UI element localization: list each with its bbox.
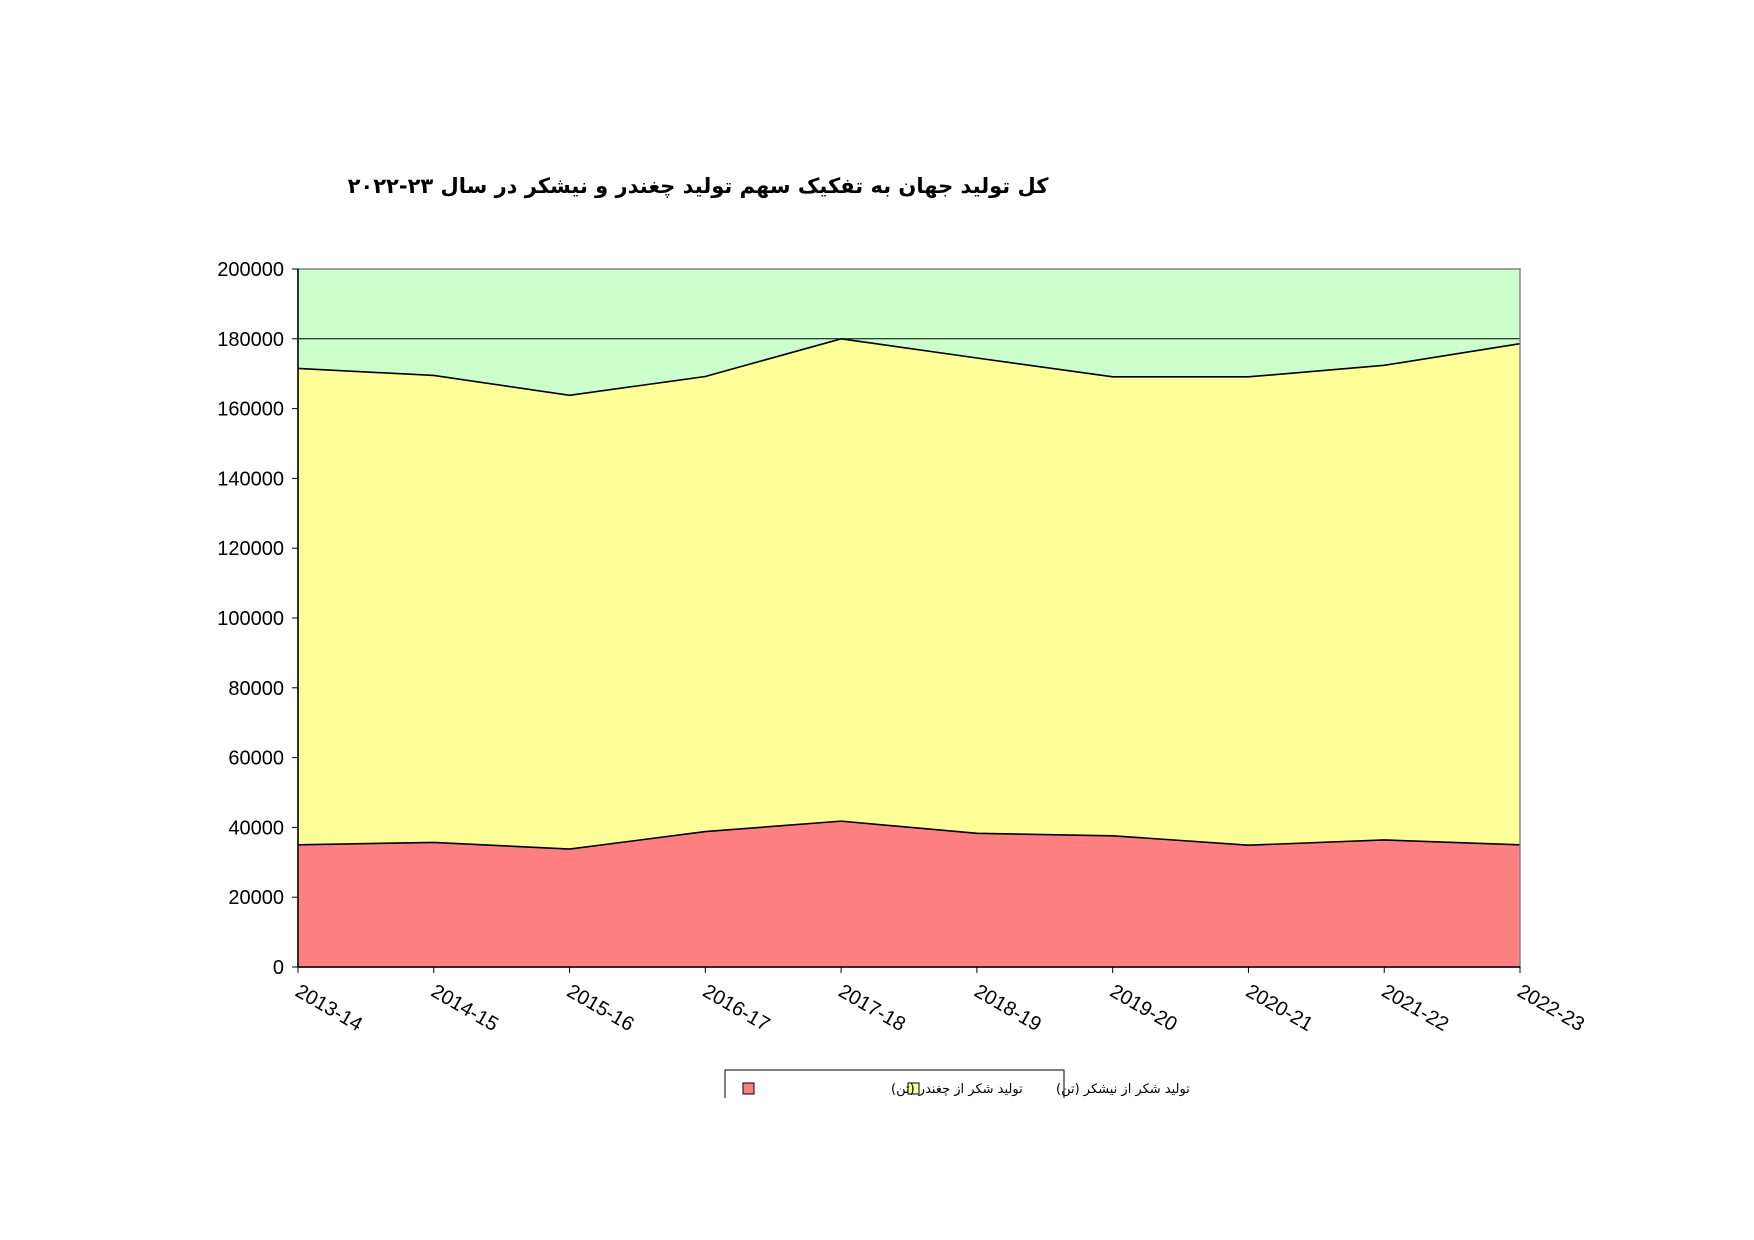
y-tick-label: 200000 [217, 259, 284, 281]
x-tick-label: 2020-21 [1242, 980, 1317, 1036]
area-series-0 [298, 821, 1520, 967]
legend-label-beet: تولید شکر از چغندر (تن) [891, 1082, 1023, 1097]
y-tick-label: 180000 [217, 329, 284, 351]
y-tick-label: 60000 [228, 748, 284, 770]
x-tick-label: 2018-19 [970, 980, 1045, 1036]
y-tick-label: 20000 [228, 887, 284, 909]
area-series-group [298, 338, 1520, 967]
y-tick-label: 140000 [217, 468, 284, 490]
series-line-group [297, 337, 1521, 850]
area-series-1 [298, 338, 1520, 850]
legend-swatch-beet [742, 1082, 755, 1095]
x-tick-label: 2014-15 [427, 980, 502, 1036]
x-tick-label: 2013-14 [292, 980, 367, 1036]
x-tick-label: 2021-22 [1378, 980, 1453, 1036]
x-tick-label: 2016-17 [699, 980, 774, 1036]
series-top-line-1 [297, 337, 1521, 397]
series-top-line-0 [297, 820, 1521, 850]
y-tick-label: 160000 [217, 399, 284, 421]
x-tick-label: 2015-16 [563, 980, 638, 1036]
y-tick-label: 0 [273, 957, 284, 979]
y-tick-label: 80000 [228, 678, 284, 700]
legend-swatch-sugarcane [907, 1082, 920, 1095]
chart-title: کل تولید جهان به تفکیک سهم تولید چغندر و… [348, 174, 1050, 198]
y-tick-label: 100000 [217, 608, 284, 630]
legend-label-sugarcane: تولید شکر از نیشکر (تن) [1056, 1082, 1190, 1097]
x-tick-label: 2017-18 [835, 980, 910, 1036]
x-tick-label: 2022-23 [1514, 980, 1589, 1036]
legend-box [724, 1069, 1065, 1098]
legend: تولید شکر از نیشکر (تن) تولید شکر از چغن… [724, 1069, 1190, 1098]
x-axis: 2013-14 2014-15 2015-16 2016-17 2017-18 2018-… [292, 966, 1589, 1036]
y-axis: 0 20000 40000 60000 80000 100000 120000 140000 1… [217, 259, 299, 979]
y-tick-label: 120000 [217, 538, 284, 560]
y-tick-label: 40000 [228, 817, 284, 839]
x-tick-label: 2019-20 [1106, 980, 1181, 1036]
